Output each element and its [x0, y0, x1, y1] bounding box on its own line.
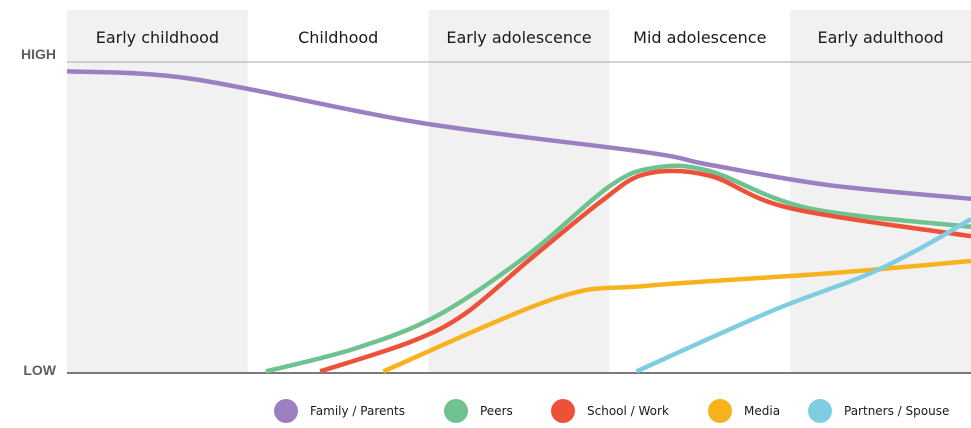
- legend-swatch: [551, 399, 575, 423]
- legend-label: Peers: [480, 404, 513, 418]
- legend-item: Partners / Spouse: [808, 396, 949, 426]
- legend-item: School / Work: [551, 396, 669, 426]
- y-axis-high-label: HIGH: [21, 46, 56, 62]
- series-lines: [66, 69, 971, 374]
- legend-item: Media: [708, 396, 780, 426]
- series-line-family-parents: [66, 69, 971, 202]
- stage-label: Childhood: [298, 28, 378, 47]
- stage-label: Early childhood: [96, 28, 219, 47]
- legend-label: Family / Parents: [310, 404, 405, 418]
- stage-band: [67, 10, 248, 373]
- series-line-peers: [265, 163, 971, 374]
- stage-bands: [67, 10, 971, 373]
- legend-swatch: [708, 399, 732, 423]
- legend: Family / Parents Peers School / Work Media P…: [0, 396, 971, 426]
- legend-item: Peers: [444, 396, 513, 426]
- life-stage-influence-chart: Early childhood Childhood Early adolescenc…: [21, 10, 971, 378]
- legend-item: Family / Parents: [274, 396, 405, 426]
- legend-label: Partners / Spouse: [844, 404, 950, 418]
- stage-label: Early adolescence: [446, 28, 591, 47]
- stage-labels: Early childhood Childhood Early adolescenc…: [96, 28, 944, 47]
- stage-label: Mid adolescence: [633, 28, 766, 47]
- legend-swatch: [444, 399, 468, 423]
- stage-label: Early adulthood: [818, 28, 944, 47]
- legend-label: Media: [744, 404, 781, 418]
- legend-swatch: [274, 399, 298, 423]
- series-line-partners-spouse: [635, 217, 971, 374]
- legend-swatch: [808, 399, 832, 423]
- series-line-school-work: [319, 168, 971, 374]
- legend-label: School / Work: [587, 404, 669, 418]
- y-axis-low-label: LOW: [23, 362, 56, 378]
